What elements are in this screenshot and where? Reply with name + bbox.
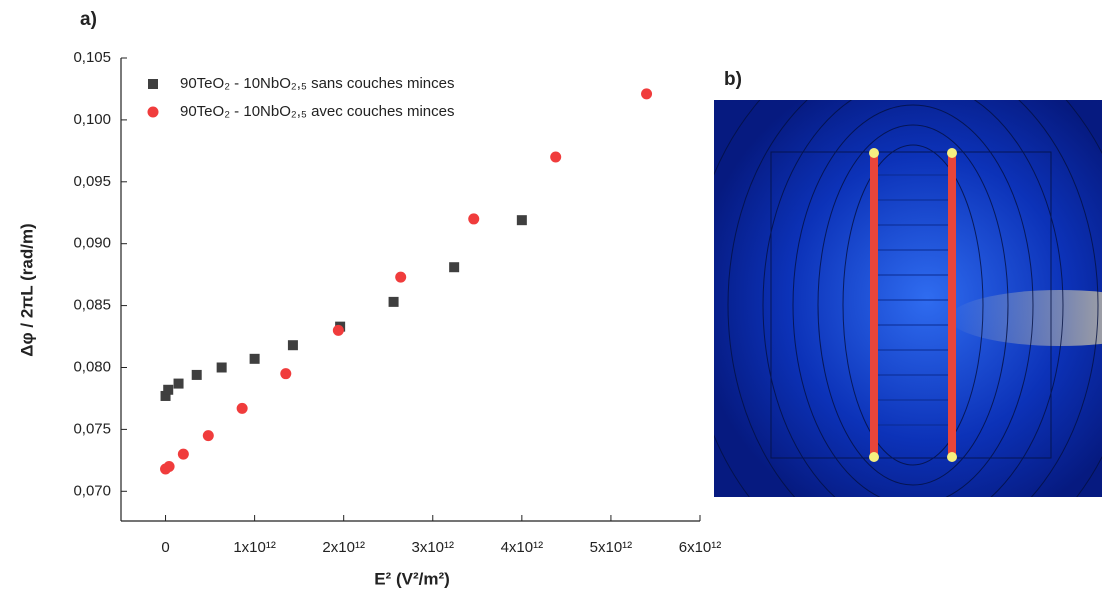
legend-marker xyxy=(147,106,159,118)
point xyxy=(287,340,298,351)
x-tick-label: 3x10¹² xyxy=(412,539,455,556)
x-tick-label: 4x10¹² xyxy=(501,539,544,556)
legend-marker xyxy=(148,79,158,89)
point xyxy=(249,353,260,364)
panel-label: b) xyxy=(724,69,742,90)
x-tick-label: 0 xyxy=(161,539,169,556)
point xyxy=(177,448,189,460)
point xyxy=(468,213,480,225)
x-tick-label: 1x10¹² xyxy=(233,539,276,556)
legend-label: 90TeO₂ - 10NbO₂,₅ avec couches minces xyxy=(180,103,454,120)
simulation-image xyxy=(714,100,1102,497)
point xyxy=(202,430,214,442)
point xyxy=(216,362,227,373)
y-tick-label: 0,085 xyxy=(73,297,111,314)
y-tick-label: 0,070 xyxy=(73,482,111,499)
legend-label: 90TeO₂ - 10NbO₂,₅ sans couches minces xyxy=(180,75,454,92)
point xyxy=(236,402,248,414)
point xyxy=(280,368,292,380)
point xyxy=(641,88,653,100)
point xyxy=(332,324,344,336)
x-tick-label: 5x10¹² xyxy=(590,539,633,556)
y-tick-label: 0,075 xyxy=(73,420,111,437)
point xyxy=(173,378,184,389)
y-axis-title: Δφ / 2πL (rad/m) xyxy=(17,223,36,356)
point xyxy=(160,390,171,401)
point xyxy=(550,151,562,163)
x-tick-label: 6x10¹² xyxy=(679,539,722,556)
y-tick-label: 0,080 xyxy=(73,358,111,375)
point xyxy=(395,271,407,283)
x-tick-label: 2x10¹² xyxy=(322,539,365,556)
y-tick-label: 0,100 xyxy=(73,111,111,128)
point xyxy=(516,215,527,226)
y-tick-label: 0,105 xyxy=(73,49,111,66)
point xyxy=(388,296,399,307)
point xyxy=(163,384,174,395)
y-tick-label: 0,095 xyxy=(73,173,111,190)
point xyxy=(191,369,202,380)
x-axis-title: E² (V²/m²) xyxy=(374,569,450,588)
y-tick-label: 0,090 xyxy=(73,235,111,252)
point xyxy=(163,461,175,473)
panel-label: a) xyxy=(80,9,97,30)
point xyxy=(449,262,460,273)
